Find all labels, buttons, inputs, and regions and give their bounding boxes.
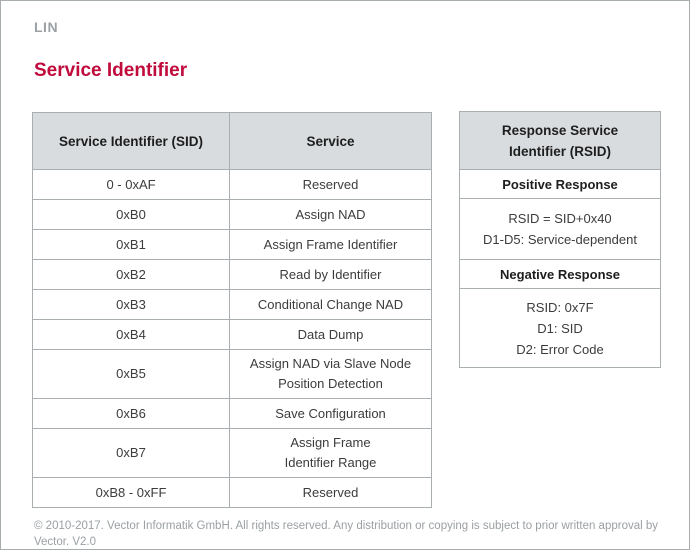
service-cell: Assign NAD via Slave Node Position Detec… [229, 349, 432, 399]
table-row: 0xB0 Assign NAD [32, 199, 432, 230]
sid-cell: 0xB8 - 0xFF [32, 477, 230, 508]
positive-response-label: Positive Response [460, 169, 660, 198]
table-row: 0xB3 Conditional Change NAD [32, 289, 432, 320]
sid-column-header: Service Identifier (SID) [32, 112, 230, 170]
service-cell: Read by Identifier [229, 259, 432, 290]
sid-cell: 0xB3 [32, 289, 230, 320]
service-cell: Reserved [229, 169, 432, 200]
service-column-header: Service [229, 112, 432, 170]
sid-cell: 0xB4 [32, 319, 230, 350]
table-row: 0xB1 Assign Frame Identifier [32, 229, 432, 260]
sid-table-header-row: Service Identifier (SID) Service [32, 112, 432, 170]
page-title: Service Identifier [34, 60, 188, 81]
rsid-table: Response Service Identifier (RSID) Posit… [459, 111, 661, 368]
service-cell: Reserved [229, 477, 432, 508]
service-cell: Assign Frame Identifier [229, 229, 432, 260]
table-row: 0 - 0xAF Reserved [32, 169, 432, 200]
table-row: 0xB6 Save Configuration [32, 398, 432, 429]
table-row: 0xB2 Read by Identifier [32, 259, 432, 290]
sid-table: Service Identifier (SID) Service 0 - 0xA… [32, 112, 432, 508]
table-row: 0xB8 - 0xFF Reserved [32, 477, 432, 508]
sid-cell: 0xB1 [32, 229, 230, 260]
copyright-notice: © 2010-2017. Vector Informatik GmbH. All… [34, 520, 659, 548]
chapter-label: LIN [34, 19, 59, 35]
table-row: 0xB4 Data Dump [32, 319, 432, 350]
positive-response-details: RSID = SID+0x40 D1-D5: Service-dependent [460, 198, 660, 259]
rsid-table-title: Response Service Identifier (RSID) [460, 112, 660, 169]
sid-cell: 0xB6 [32, 398, 230, 429]
table-row: 0xB5 Assign NAD via Slave Node Position … [32, 349, 432, 399]
table-row: 0xB7 Assign Frame Identifier Range [32, 428, 432, 478]
sid-cell: 0xB0 [32, 199, 230, 230]
service-cell: Data Dump [229, 319, 432, 350]
service-cell: Assign NAD [229, 199, 432, 230]
service-cell: Assign Frame Identifier Range [229, 428, 432, 478]
negative-response-details: RSID: 0x7F D1: SID D2: Error Code [460, 288, 660, 367]
sid-cell: 0xB7 [32, 428, 230, 478]
sid-cell: 0xB2 [32, 259, 230, 290]
service-cell: Conditional Change NAD [229, 289, 432, 320]
service-cell: Save Configuration [229, 398, 432, 429]
sid-cell: 0xB5 [32, 349, 230, 399]
sid-cell: 0 - 0xAF [32, 169, 230, 200]
negative-response-label: Negative Response [460, 259, 660, 288]
